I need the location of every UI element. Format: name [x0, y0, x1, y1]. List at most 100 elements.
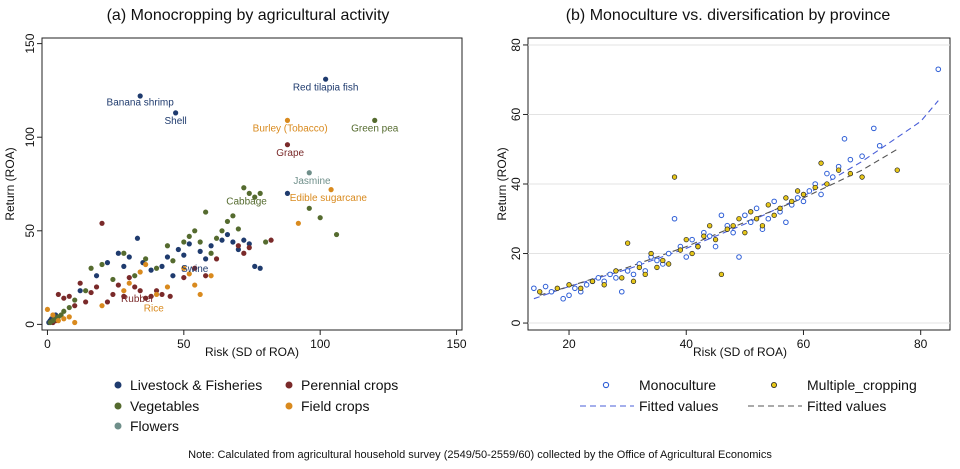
a-point-vegetables	[132, 273, 138, 279]
a-point-vegetables	[224, 218, 231, 225]
b-point-monoculture	[753, 205, 760, 212]
a-point-field	[44, 306, 51, 313]
b-point-multiple-cropping	[619, 275, 625, 281]
a-point-vegetables	[66, 304, 72, 311]
a-point-perennial	[93, 284, 100, 290]
b-point-monoculture	[566, 292, 572, 299]
a-point-perennial	[284, 142, 291, 148]
a-point-livestock	[159, 263, 165, 269]
b-point-monoculture	[806, 188, 813, 194]
b-point-multiple-cropping	[794, 188, 801, 194]
a-point-vegetables	[252, 194, 258, 200]
a-point-vegetables	[317, 215, 323, 221]
b-point-monoculture	[654, 257, 660, 264]
a-point-vegetables	[219, 228, 225, 234]
a-point-livestock	[241, 237, 247, 243]
b-point-multiple-cropping	[589, 278, 596, 284]
legend-perennial-marker	[285, 381, 293, 389]
a-point-livestock	[235, 246, 241, 253]
a-point-vegetables	[58, 312, 64, 318]
b-point-monoculture	[531, 285, 537, 292]
b-point-monoculture	[871, 125, 877, 132]
b-point-monoculture	[736, 254, 742, 260]
a-point-livestock	[252, 263, 258, 269]
a-point-livestock	[148, 267, 154, 273]
a-point-vegetables	[208, 250, 214, 256]
legend-flowers-label: Flowers	[130, 418, 179, 434]
a-point-perennial	[235, 243, 241, 249]
b-point-multiple-cropping	[771, 212, 777, 218]
b-ytick-label: 20	[509, 247, 523, 261]
b-point-multiple-cropping	[671, 174, 678, 180]
a-point-livestock	[230, 239, 236, 245]
b-point-monoculture	[665, 250, 672, 257]
b-point-multiple-cropping	[724, 226, 730, 232]
b-point-monoculture	[783, 219, 789, 226]
a-annotation: Cabbage	[226, 197, 267, 208]
a-point-perennial	[83, 299, 89, 305]
panel-b-xlabel: Risk (SD of ROA)	[693, 345, 787, 359]
b-point-multiple-cropping	[537, 289, 543, 295]
a-point-vegetables	[143, 256, 149, 262]
a-point-vegetables	[164, 243, 171, 249]
b-point-monoculture	[841, 136, 848, 142]
a-point-livestock	[77, 288, 83, 294]
b-xtick-label: 80	[914, 337, 928, 351]
b-point-monoculture	[859, 153, 865, 159]
a-point-livestock	[173, 110, 179, 116]
a-point-field	[143, 261, 149, 268]
a-point-field	[181, 265, 187, 271]
b-point-multiple-cropping	[847, 170, 854, 177]
a-point-perennial	[72, 303, 78, 309]
b-ytick-label: 0	[509, 319, 523, 326]
b-point-monoculture	[624, 268, 631, 274]
a-point-field	[50, 312, 56, 318]
a-point-vegetables	[110, 276, 116, 283]
a-point-livestock	[203, 256, 209, 262]
a-annotation: Banana shrimp	[107, 97, 175, 108]
b-point-monoculture	[765, 215, 772, 222]
legend-multiple-marker	[771, 381, 778, 388]
b-xtick-label: 60	[797, 337, 811, 351]
a-point-perennial	[213, 256, 220, 262]
a-point-perennial	[246, 245, 252, 251]
b-point-multiple-cropping	[730, 223, 736, 229]
a-point-vegetables	[241, 185, 247, 191]
b-point-multiple-cropping	[601, 282, 607, 288]
b-point-multiple-cropping	[554, 285, 560, 291]
b-point-multiple-cropping	[654, 264, 660, 271]
b-point-monoculture	[618, 288, 625, 295]
a-point-perennial	[143, 295, 149, 301]
a-point-vegetables	[88, 265, 94, 271]
a-point-livestock	[170, 273, 176, 279]
b-ytick-label: 80	[509, 38, 523, 52]
b-point-multiple-cropping	[783, 195, 789, 201]
panel-b-ylabel: Return (ROA)	[495, 147, 509, 220]
panel-a-legend: Livestock & Fisheries Perennial crops Ve…	[114, 377, 398, 434]
a-ytick-label: 100	[23, 127, 37, 147]
b-point-monoculture	[847, 156, 854, 163]
b-point-multiple-cropping	[630, 278, 637, 284]
a-point-vegetables	[372, 117, 378, 123]
legend-vegetables-label: Vegetables	[130, 398, 199, 414]
panel-a-ylabel: Return (ROA)	[3, 147, 17, 220]
a-point-perennial	[137, 288, 143, 294]
b-point-multiple-cropping	[566, 282, 572, 288]
a-point-perennial	[268, 237, 274, 243]
a-point-field	[192, 282, 198, 288]
legend-flowers-marker	[114, 422, 122, 430]
a-point-perennial	[115, 282, 121, 288]
a-point-field	[126, 280, 132, 286]
b-point-monoculture	[876, 142, 883, 149]
a-point-livestock	[257, 265, 263, 271]
b-point-multiple-cropping	[812, 184, 818, 191]
b-point-monoculture	[706, 233, 713, 239]
a-point-field	[153, 291, 160, 298]
panel-a-plot-frame	[41, 37, 463, 331]
a-point-vegetables	[121, 250, 127, 256]
b-point-multiple-cropping	[578, 285, 584, 291]
b-ytick-label: 40	[509, 177, 523, 191]
a-point-field	[284, 117, 291, 123]
a-annotation: Rice	[144, 303, 164, 314]
a-point-field	[197, 291, 203, 298]
